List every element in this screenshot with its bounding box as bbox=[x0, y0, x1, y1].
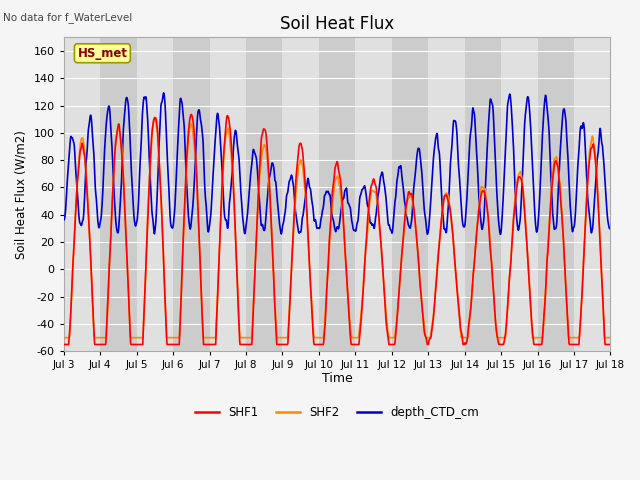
Bar bbox=[428, 37, 465, 351]
Text: HS_met: HS_met bbox=[77, 47, 127, 60]
Bar bbox=[64, 37, 100, 351]
Bar bbox=[538, 37, 574, 351]
Bar bbox=[282, 37, 319, 351]
Bar bbox=[319, 37, 355, 351]
Title: Soil Heat Flux: Soil Heat Flux bbox=[280, 15, 394, 33]
Bar bbox=[173, 37, 209, 351]
Legend: SHF1, SHF2, depth_CTD_cm: SHF1, SHF2, depth_CTD_cm bbox=[191, 401, 484, 424]
Bar bbox=[355, 37, 392, 351]
Bar bbox=[501, 37, 538, 351]
X-axis label: Time: Time bbox=[322, 372, 353, 385]
Bar bbox=[574, 37, 611, 351]
Text: No data for f_WaterLevel: No data for f_WaterLevel bbox=[3, 12, 132, 23]
Bar bbox=[136, 37, 173, 351]
Bar bbox=[100, 37, 136, 351]
Bar bbox=[246, 37, 282, 351]
Bar bbox=[209, 37, 246, 351]
Bar bbox=[392, 37, 428, 351]
Y-axis label: Soil Heat Flux (W/m2): Soil Heat Flux (W/m2) bbox=[15, 130, 28, 259]
Bar bbox=[465, 37, 501, 351]
